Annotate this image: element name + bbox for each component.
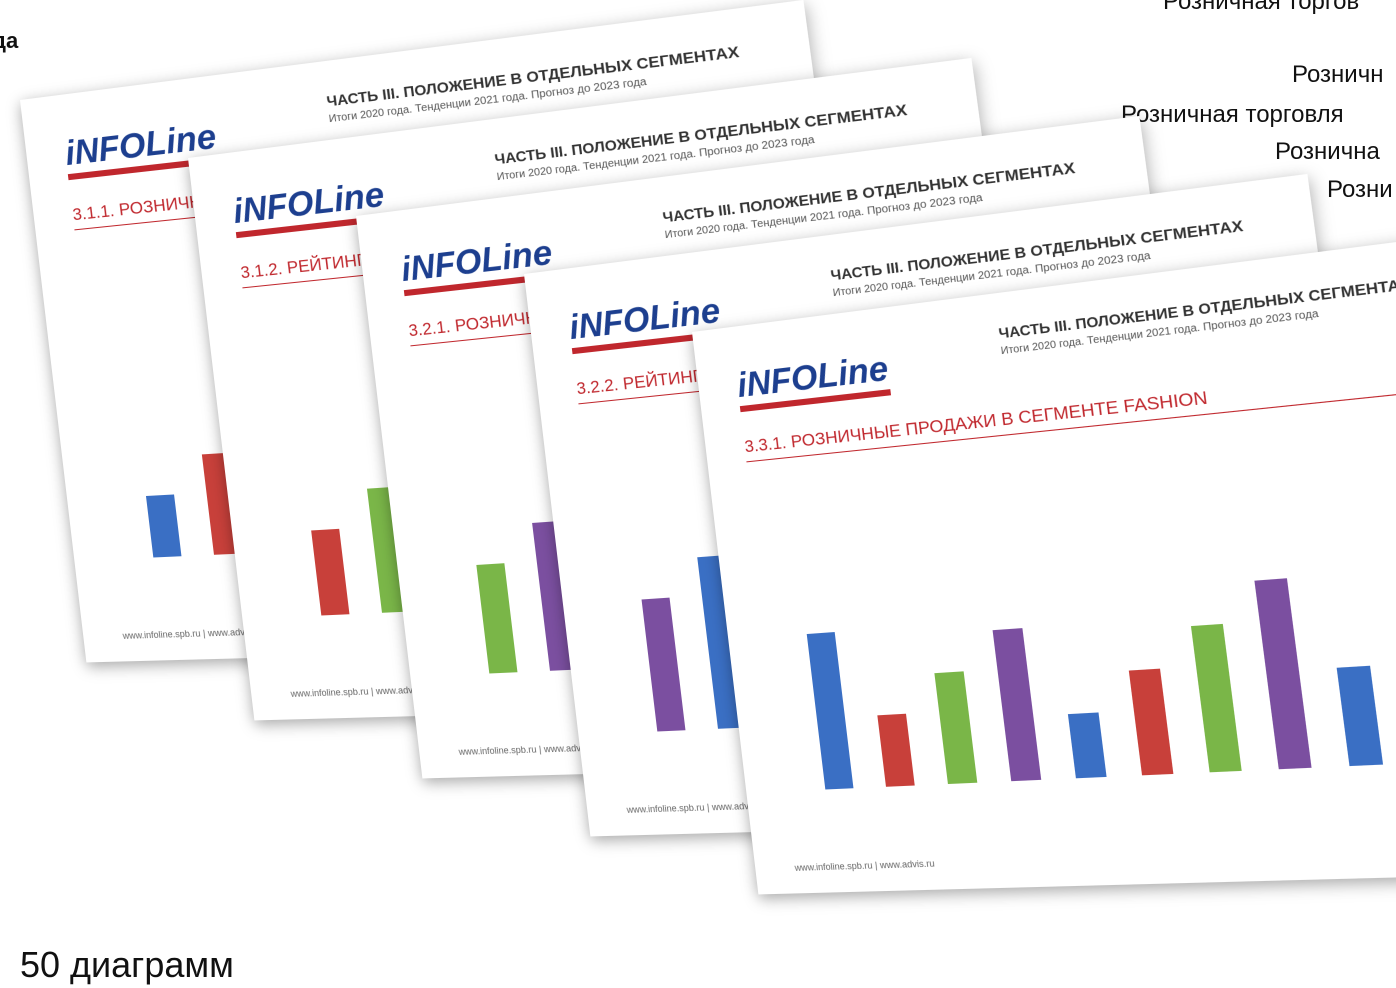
- decorative-bar: [934, 671, 977, 784]
- decorative-bar: [146, 494, 182, 557]
- decorative-bar: [311, 529, 349, 616]
- decorative-bar: [993, 628, 1042, 781]
- caption: 50 диаграмм: [20, 944, 234, 986]
- footer: www.infoline.spb.ru | www.advis.ru: [626, 800, 767, 815]
- decorative-bar: [877, 714, 914, 787]
- page: да Розничная торгов Розничн Розничная то…: [0, 0, 1396, 988]
- right-label: Розничная торговля: [1121, 101, 1344, 129]
- left-label: да: [0, 28, 18, 54]
- footer: www.infoline.spb.ru | www.advis.ru: [122, 626, 263, 641]
- right-label: Розничная торгов: [1163, 0, 1359, 16]
- decorative-bar: [1191, 624, 1242, 772]
- decorative-bar: [1337, 666, 1383, 766]
- right-label: Розничн: [1292, 61, 1383, 89]
- decorative-bar: [1129, 669, 1174, 776]
- decorative-bar: [642, 598, 686, 732]
- right-label: Рознична: [1275, 138, 1380, 166]
- decorative-bar: [476, 563, 517, 673]
- footer: www.infoline.spb.ru | www.advis.ru: [458, 742, 599, 757]
- right-label: Розни: [1327, 176, 1393, 204]
- footer: www.infoline.spb.ru | www.advis.ru: [290, 684, 431, 699]
- chart-illustration: [780, 522, 1396, 800]
- logo: iNFOLine: [735, 349, 890, 406]
- decorative-bar: [807, 632, 854, 789]
- decorative-bar: [1068, 712, 1107, 778]
- footer: www.infoline.spb.ru | www.advis.ru: [794, 858, 935, 873]
- decorative-bar: [1254, 578, 1311, 769]
